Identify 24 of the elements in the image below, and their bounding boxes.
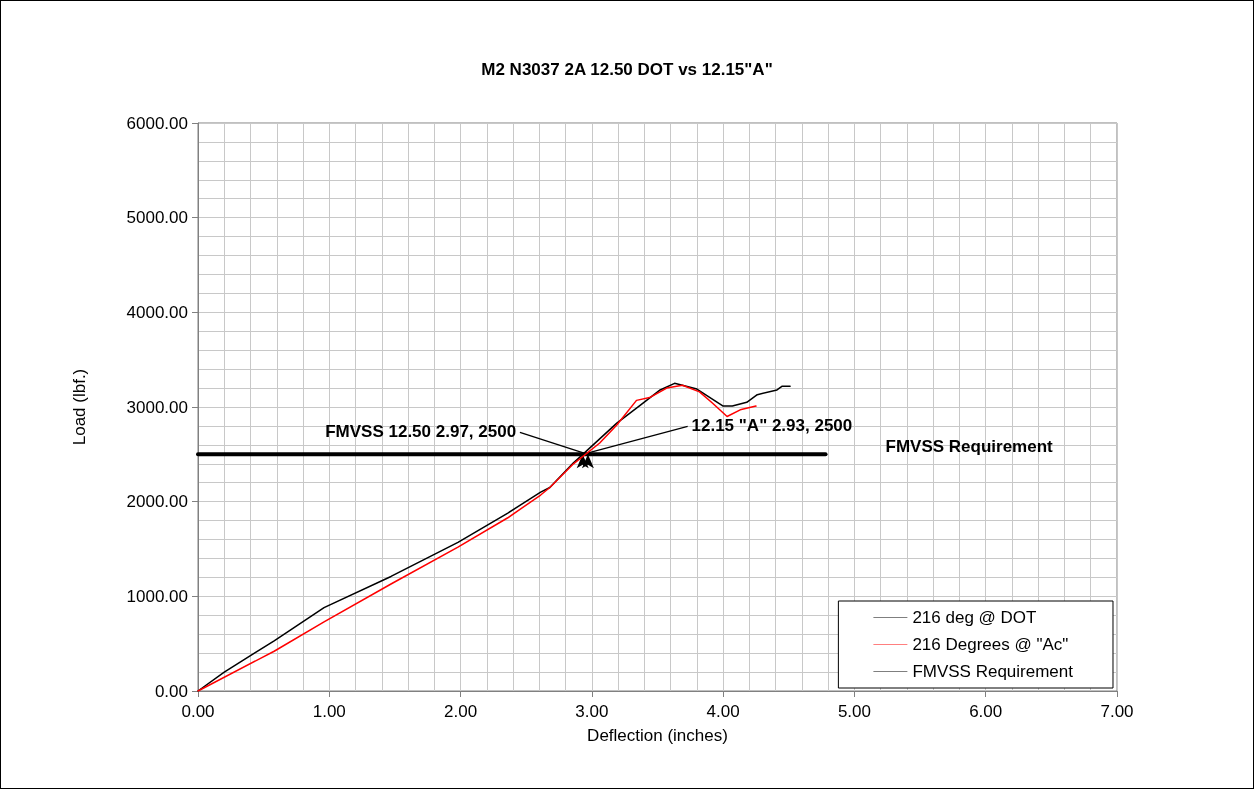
x-tick-label: 5.00	[837, 702, 871, 721]
annotation: 12.15 "A" 2.93, 2500	[691, 415, 853, 435]
y-tick-label: 3000.00	[126, 397, 188, 417]
y-tick-label: 5000.00	[126, 208, 188, 228]
legend-label: 216 Degrees @ "Ac"	[912, 635, 1069, 654]
x-tick-label: 4.00	[706, 702, 740, 721]
chart-title: M2 N3037 2A 12.50 DOT vs 12.15"A"	[481, 60, 773, 79]
legend-label: 216 deg @ DOT	[912, 608, 1037, 627]
y-tick-label: 6000.00	[126, 113, 188, 133]
x-axis-title: Deflection (inches)	[587, 726, 728, 745]
legend-label: FMVSS Requirement	[912, 662, 1074, 681]
y-tick-label: 0.00	[154, 681, 188, 701]
y-axis-title: Load (lbf.)	[70, 368, 89, 446]
x-tick-label: 2.00	[444, 702, 478, 721]
x-tick-label: 0.00	[181, 702, 215, 721]
text: FMVSS Requirement	[885, 436, 1053, 456]
y-tick-label: 2000.00	[126, 492, 188, 512]
y-tick-label: 1000.00	[126, 586, 188, 606]
y-tick-label: 4000.00	[126, 302, 188, 322]
x-tick-label: 6.00	[969, 702, 1003, 721]
annotation: FMVSS 12.50 2.97, 2500	[325, 421, 517, 441]
x-tick-label: 3.00	[575, 702, 609, 721]
x-tick-label: 1.00	[312, 702, 346, 721]
x-tick-label: 7.00	[1100, 702, 1134, 721]
